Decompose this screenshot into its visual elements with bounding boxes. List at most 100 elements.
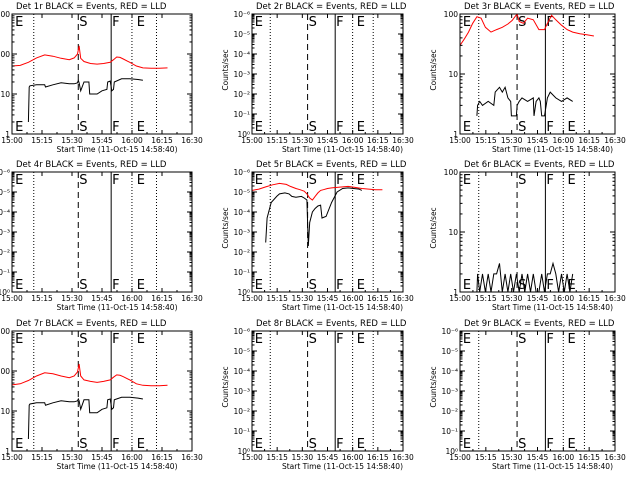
- y-tick-label-1: 10⁻¹: [233, 268, 250, 277]
- x-tick-label-1: 15:15: [266, 453, 288, 462]
- x-axis-label: Start Time (11-Oct-15 14:58:40): [282, 462, 403, 471]
- series-group: [12, 363, 168, 440]
- panel-title: Det 2r BLACK = Events, RED = LLD: [256, 2, 407, 12]
- marker-top-E: E: [568, 173, 576, 188]
- panel-det-6r: Det 6r BLACK = Events, RED = LLDEESSFFEE…: [429, 160, 626, 312]
- y-tick-label-1: 10⁻¹: [0, 268, 10, 277]
- x-tick-label-5: 16:15: [578, 453, 600, 462]
- series-group: [460, 14, 594, 117]
- y-tick-label-4: 10⁻⁴: [233, 208, 250, 217]
- x-tick-label-5: 16:15: [578, 294, 600, 303]
- y-tick-label-2: 10⁻²: [233, 407, 250, 416]
- y-tick-label-5: 10⁻⁵: [233, 30, 250, 39]
- marker-bottom-E: E: [137, 437, 145, 452]
- y-tick-label-4: 10⁻⁴: [441, 367, 458, 376]
- series-group: [476, 261, 574, 292]
- x-tick-label-1: 15:15: [266, 294, 288, 303]
- marker-top-E: E: [463, 15, 471, 30]
- x-tick-label-6: 16:30: [604, 453, 626, 462]
- y-tick-label-4: 10⁻⁴: [0, 208, 10, 217]
- x-tick-label-0: 15:00: [241, 294, 263, 303]
- x-axis-label: Start Time (11-Oct-15 14:58:40): [282, 145, 403, 154]
- x-tick-label-5: 16:15: [151, 136, 173, 145]
- marker-bottom-F: F: [112, 120, 119, 135]
- marker-top-E: E: [137, 332, 145, 347]
- y-tick-label-2: 100: [444, 168, 459, 177]
- panel-det-5r: Det 5r BLACK = Events, RED = LLDEESSFFEE…: [221, 160, 414, 312]
- y-tick-label-3: 10⁻³: [233, 228, 250, 237]
- marker-top-F: F: [112, 15, 119, 30]
- x-tick-label-0: 15:00: [449, 453, 471, 462]
- y-tick-label-5: 10⁻⁵: [233, 188, 250, 197]
- marker-top-F: F: [546, 15, 553, 30]
- y-tick-label-6: 10⁻⁶: [233, 168, 250, 177]
- y-tick-label-3: 10⁻³: [233, 70, 250, 79]
- marker-top-F: F: [336, 332, 343, 347]
- marker-bottom-E: E: [568, 120, 576, 135]
- marker-bottom-E: E: [463, 437, 471, 452]
- marker-bottom-E: E: [357, 437, 365, 452]
- marker-bottom-S: S: [309, 120, 317, 135]
- marker-bottom-E: E: [568, 278, 576, 293]
- marker-bottom-S: S: [79, 120, 87, 135]
- x-tick-label-2: 15:30: [501, 136, 523, 145]
- x-tick-label-0: 15:00: [1, 453, 23, 462]
- y-tick-label-4: 10⁻⁴: [233, 50, 250, 59]
- marker-bottom-E: E: [137, 120, 145, 135]
- marker-bottom-E: E: [568, 437, 576, 452]
- marker-top-E: E: [15, 15, 23, 30]
- x-tick-label-5: 16:15: [578, 136, 600, 145]
- x-tick-label-3: 15:45: [91, 453, 113, 462]
- y-tick-label-5: 10⁻⁵: [233, 347, 250, 356]
- marker-bottom-S: S: [518, 120, 526, 135]
- y-tick-label-4: 10⁻⁴: [233, 367, 250, 376]
- y-tick-label-3: 10⁻³: [441, 387, 458, 396]
- marker-bottom-F: F: [546, 120, 553, 135]
- y-tick-label-2: 10⁻²: [233, 90, 250, 99]
- x-tick-label-3: 15:45: [527, 136, 549, 145]
- x-tick-label-6: 16:30: [181, 294, 203, 303]
- y-tick-label-0: 10⁰: [445, 447, 458, 456]
- marker-top-F: F: [336, 173, 343, 188]
- x-tick-label-2: 15:30: [501, 294, 523, 303]
- x-tick-label-5: 16:15: [151, 294, 173, 303]
- marker-top-F: F: [546, 173, 553, 188]
- plot-frame: [459, 330, 616, 452]
- y-tick-label-3: 10⁻³: [233, 387, 250, 396]
- y-tick-label-0: 1: [453, 288, 458, 297]
- marker-bottom-F: F: [546, 278, 553, 293]
- marker-top-E: E: [15, 173, 23, 188]
- x-tick-label-2: 15:30: [292, 136, 314, 145]
- x-tick-label-4: 16:00: [553, 136, 575, 145]
- panel-det-1r: Det 1r BLACK = Events, RED = LLD E E S S F F E E…: [0, 2, 203, 154]
- marker-bottom-S: S: [79, 278, 87, 293]
- y-tick-label-2: 10⁻²: [233, 248, 250, 257]
- marker-top-S: S: [79, 332, 87, 347]
- x-tick-label-6: 16:30: [181, 453, 203, 462]
- marker-bottom-S: S: [518, 437, 526, 452]
- y-axis-label: Counts/sec: [429, 207, 438, 248]
- x-tick-label-0: 15:00: [449, 294, 471, 303]
- x-tick-label-0: 15:00: [1, 136, 23, 145]
- marker-top-F: F: [336, 15, 343, 30]
- x-tick-label-3: 15:45: [91, 136, 113, 145]
- y-tick-label-2: 10⁻²: [441, 407, 458, 416]
- y-tick-label-0: 10⁰: [237, 447, 250, 456]
- marker-top-S: S: [79, 15, 87, 30]
- y-tick-label-0: 10⁰: [237, 288, 250, 297]
- marker-top-S: S: [309, 173, 317, 188]
- panel-title: Det 3r BLACK = Events, RED = LLD: [464, 2, 615, 12]
- y-axis-label: Counts/sec: [429, 366, 438, 407]
- marker-top-S: S: [518, 332, 526, 347]
- x-tick-label-0: 15:00: [1, 294, 23, 303]
- plot-frame: [11, 13, 193, 135]
- x-tick-label-1: 15:15: [475, 294, 497, 303]
- marker-top-E: E: [255, 15, 263, 30]
- x-tick-label-6: 16:30: [604, 294, 626, 303]
- marker-bottom-E: E: [137, 278, 145, 293]
- marker-top-S: S: [309, 15, 317, 30]
- x-tick-label-1: 15:15: [31, 294, 53, 303]
- x-axis-label: Start Time (11-Oct-15 14:58:40): [56, 145, 177, 154]
- x-tick-label-0: 15:00: [241, 136, 263, 145]
- plot-frame: [251, 13, 404, 135]
